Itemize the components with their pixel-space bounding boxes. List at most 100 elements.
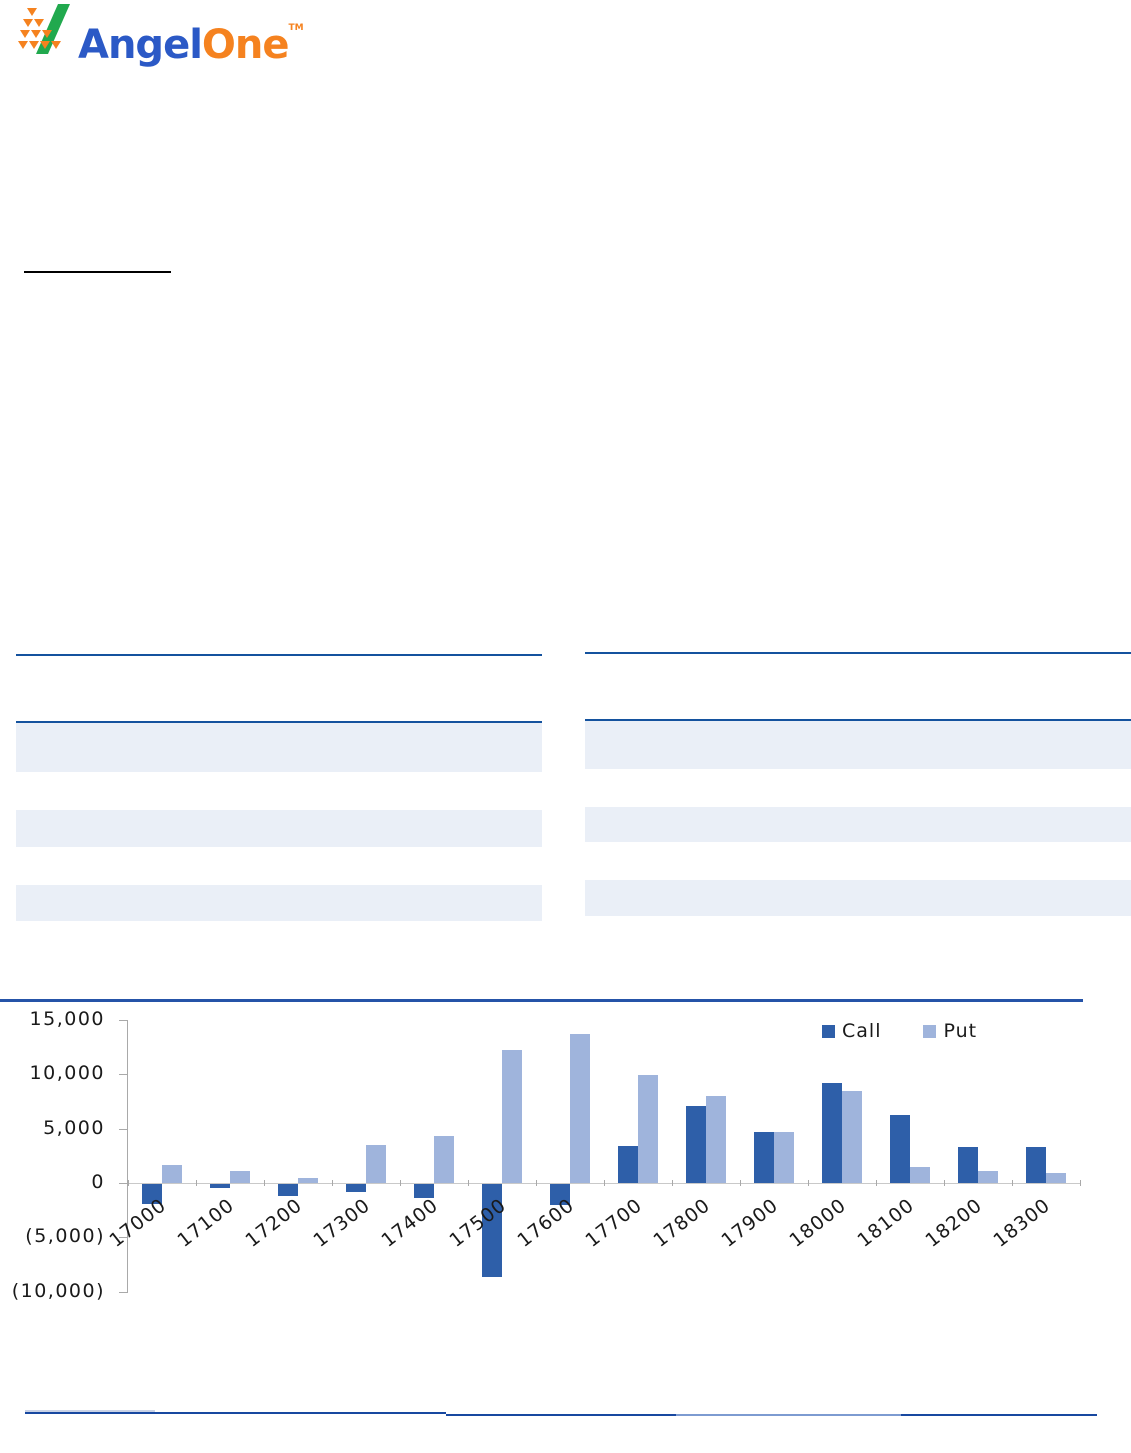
call-bar-18300 <box>1026 1147 1046 1184</box>
x-axis-tick <box>128 1180 129 1186</box>
call-bar-17100 <box>210 1184 230 1188</box>
section-title-underline <box>24 271 171 273</box>
logo-trademark: TM <box>288 23 304 33</box>
y-axis-label: 15,000 <box>29 1008 105 1030</box>
put-bar-17200 <box>298 1177 318 1183</box>
call-bar-17600 <box>550 1184 570 1205</box>
y-axis-label: (5,000) <box>25 1225 105 1248</box>
legend-item-put: Put <box>923 1020 977 1042</box>
y-axis-label: 0 <box>91 1171 105 1193</box>
legend-label: Call <box>842 1020 882 1042</box>
x-axis-label: 17000 <box>105 1194 171 1252</box>
call-bar-17500 <box>482 1184 502 1277</box>
y-axis-tick <box>119 1183 127 1184</box>
call-bar-17000 <box>142 1184 162 1204</box>
footer-rule-left <box>25 1412 446 1414</box>
x-axis-label: 17600 <box>513 1194 579 1252</box>
logo-text-one: One <box>201 22 290 68</box>
x-axis-tick <box>332 1180 333 1186</box>
left-table-header-rule <box>16 721 542 723</box>
x-axis-tick <box>196 1180 197 1186</box>
y-axis-label: (10,000) <box>11 1279 105 1302</box>
x-axis-label: 18200 <box>921 1194 987 1252</box>
x-axis-tick <box>672 1180 673 1186</box>
call-bar-17300 <box>346 1184 366 1192</box>
right-table-header-rule <box>585 719 1131 721</box>
left-table-top-rule <box>16 654 542 656</box>
x-axis-tick <box>468 1180 469 1186</box>
angelone-pyramid-icon <box>18 4 70 54</box>
y-axis-tick <box>119 1020 127 1021</box>
x-axis-tick <box>876 1180 877 1186</box>
put-bar-18200 <box>978 1171 998 1184</box>
y-axis-tick <box>119 1074 127 1075</box>
footer-rule-right <box>901 1414 1097 1416</box>
call-bar-17800 <box>686 1105 706 1183</box>
right-table-row-band <box>585 880 1131 916</box>
y-axis-label: 5,000 <box>43 1116 105 1139</box>
legend-item-call: Call <box>822 1020 881 1042</box>
x-axis-label: 18000 <box>785 1194 851 1252</box>
call-bar-17700 <box>618 1146 638 1184</box>
x-axis-label: 17200 <box>241 1194 307 1252</box>
call-put-bar-chart: Call Put 15,000 10,000 5,000 0 (5,000) (10,000… <box>0 1000 1131 1330</box>
x-axis-label: 17800 <box>649 1194 715 1252</box>
put-bar-18300 <box>1046 1173 1066 1184</box>
legend-swatch-call <box>822 1024 835 1038</box>
y-axis-label: 10,000 <box>29 1062 105 1085</box>
put-bar-17500 <box>502 1050 522 1184</box>
chart-legend: Call Put <box>822 1020 977 1042</box>
put-bar-17000 <box>162 1164 182 1183</box>
y-axis-tick <box>119 1129 127 1130</box>
put-bar-18000 <box>842 1090 862 1183</box>
x-axis-tick <box>604 1180 605 1186</box>
call-bar-17200 <box>278 1184 298 1196</box>
y-axis-line <box>127 1020 128 1293</box>
x-axis-tick <box>944 1180 945 1186</box>
y-axis-tick <box>119 1292 127 1293</box>
x-axis-tick <box>740 1180 741 1186</box>
call-bar-17400 <box>414 1184 434 1198</box>
left-table-row-band <box>16 723 542 772</box>
call-bar-18100 <box>890 1114 910 1183</box>
put-bar-17700 <box>638 1075 658 1184</box>
put-bar-17800 <box>706 1096 726 1184</box>
angelone-logo: AngelOneTM <box>10 2 304 68</box>
call-bar-18200 <box>958 1147 978 1184</box>
x-axis-tick <box>808 1180 809 1186</box>
x-axis-label: 18100 <box>853 1194 919 1252</box>
x-axis-tick <box>536 1180 537 1186</box>
x-axis-label: 18300 <box>989 1194 1055 1252</box>
x-axis-label: 17100 <box>173 1194 239 1252</box>
x-axis-tick <box>264 1180 265 1186</box>
put-bar-17300 <box>366 1144 386 1183</box>
y-axis-tick <box>119 1237 127 1238</box>
footer-rule-mid <box>446 1414 676 1416</box>
logo-text-angel: Angel <box>78 22 203 68</box>
footer-rule-faint <box>25 1410 155 1412</box>
angelone-wordmark: AngelOneTM <box>78 2 304 71</box>
x-axis-label: 17700 <box>581 1194 647 1252</box>
x-axis-tick <box>1080 1180 1081 1186</box>
right-table-row-band <box>585 721 1131 769</box>
chart-section-rule <box>0 999 1083 1002</box>
right-table-top-rule <box>585 652 1131 654</box>
put-bar-17100 <box>230 1171 250 1184</box>
x-axis-label: 17900 <box>717 1194 783 1252</box>
call-bar-18000 <box>822 1083 842 1184</box>
right-table-row-band <box>585 807 1131 842</box>
x-axis-tick <box>400 1180 401 1186</box>
put-bar-18100 <box>910 1166 930 1183</box>
put-bar-17600 <box>570 1034 590 1184</box>
legend-label: Put <box>943 1020 978 1042</box>
left-table-row-band <box>16 810 542 847</box>
x-axis-tick <box>1012 1180 1013 1186</box>
x-axis-label: 17500 <box>445 1194 511 1252</box>
x-axis-label: 17300 <box>309 1194 375 1252</box>
left-table-row-band <box>16 885 542 921</box>
call-bar-17900 <box>754 1131 774 1183</box>
legend-swatch-put <box>923 1024 937 1038</box>
footer-rule-light <box>676 1414 901 1416</box>
put-bar-17400 <box>434 1136 454 1184</box>
